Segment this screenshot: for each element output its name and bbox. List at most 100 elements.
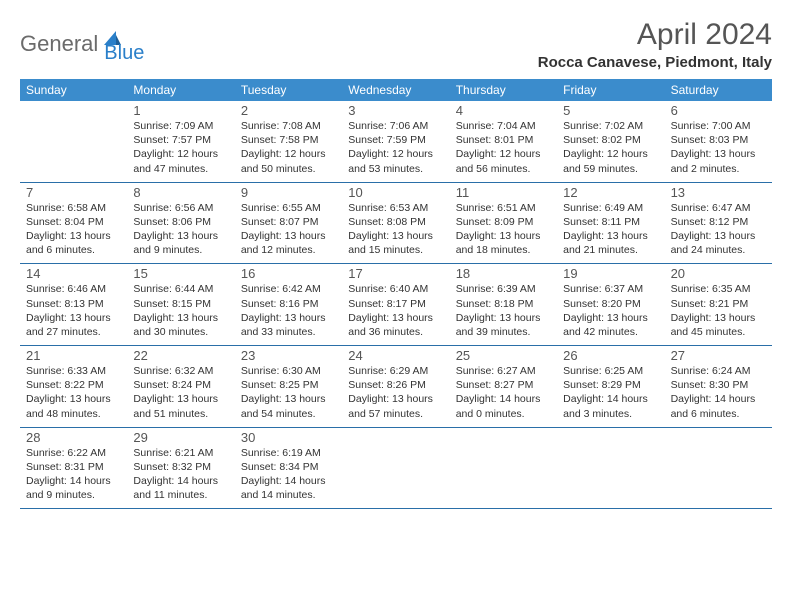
location-text: Rocca Canavese, Piedmont, Italy [538,54,772,71]
sunset-text: Sunset: 8:32 PM [133,460,228,474]
day-number: 8 [133,185,228,200]
sunset-text: Sunset: 8:12 PM [671,215,766,229]
sunrise-text: Sunrise: 6:27 AM [456,364,551,378]
day-number: 17 [348,266,443,281]
day-cell: 14Sunrise: 6:46 AMSunset: 8:13 PMDayligh… [20,264,127,345]
sunset-text: Sunset: 8:09 PM [456,215,551,229]
day-number: 5 [563,103,658,118]
sunset-text: Sunset: 8:30 PM [671,378,766,392]
daylight-text: Daylight: 13 hours and 6 minutes. [26,229,121,257]
sunset-text: Sunset: 7:59 PM [348,133,443,147]
sunrise-text: Sunrise: 6:35 AM [671,282,766,296]
month-title: April 2024 [538,18,772,52]
day-number: 1 [133,103,228,118]
sunset-text: Sunset: 8:16 PM [241,297,336,311]
day-number: 4 [456,103,551,118]
sunset-text: Sunset: 8:08 PM [348,215,443,229]
sunset-text: Sunset: 8:34 PM [241,460,336,474]
day-number: 3 [348,103,443,118]
sunrise-text: Sunrise: 6:51 AM [456,201,551,215]
day-cell: 4Sunrise: 7:04 AMSunset: 8:01 PMDaylight… [450,101,557,182]
day-number: 23 [241,348,336,363]
day-cell [342,428,449,509]
sunset-text: Sunset: 8:07 PM [241,215,336,229]
day-cell: 2Sunrise: 7:08 AMSunset: 7:58 PMDaylight… [235,101,342,182]
sunrise-text: Sunrise: 6:58 AM [26,201,121,215]
page-header: General Blue April 2024 Rocca Canavese, … [20,18,772,71]
day-cell: 23Sunrise: 6:30 AMSunset: 8:25 PMDayligh… [235,346,342,427]
sunrise-text: Sunrise: 6:39 AM [456,282,551,296]
day-cell: 19Sunrise: 6:37 AMSunset: 8:20 PMDayligh… [557,264,664,345]
weeks-container: 1Sunrise: 7:09 AMSunset: 7:57 PM Daylight… [20,101,772,509]
sunset-text: Sunset: 8:02 PM [563,133,658,147]
week-row: 28Sunrise: 6:22 AMSunset: 8:31 PMDayligh… [20,428,772,510]
daylight-text: Daylight: 13 hours and 54 minutes. [241,392,336,420]
day-number: 7 [26,185,121,200]
day-number: 10 [348,185,443,200]
week-row: 14Sunrise: 6:46 AMSunset: 8:13 PMDayligh… [20,264,772,346]
sunrise-text: Sunrise: 6:30 AM [241,364,336,378]
day-number: 26 [563,348,658,363]
daylight-text: Daylight: 13 hours and 21 minutes. [563,229,658,257]
sunrise-text: Sunrise: 7:09 AM [133,119,228,133]
daylight-text: Daylight: 14 hours and 9 minutes. [26,474,121,502]
sunrise-text: Sunrise: 7:04 AM [456,119,551,133]
sunrise-text: Sunrise: 6:37 AM [563,282,658,296]
day-cell: 15Sunrise: 6:44 AMSunset: 8:15 PMDayligh… [127,264,234,345]
sunset-text: Sunset: 8:03 PM [671,133,766,147]
sunrise-text: Sunrise: 6:33 AM [26,364,121,378]
sunset-text: Sunset: 8:31 PM [26,460,121,474]
day-number: 30 [241,430,336,445]
day-number: 29 [133,430,228,445]
calendar-grid: Sunday Monday Tuesday Wednesday Thursday… [20,79,772,509]
day-number: 22 [133,348,228,363]
sunrise-text: Sunrise: 6:24 AM [671,364,766,378]
sunset-text: Sunset: 8:17 PM [348,297,443,311]
day-cell [557,428,664,509]
week-row: 7Sunrise: 6:58 AMSunset: 8:04 PMDaylight… [20,183,772,265]
day-cell: 22Sunrise: 6:32 AMSunset: 8:24 PMDayligh… [127,346,234,427]
daylight-text: Daylight: 13 hours and 27 minutes. [26,311,121,339]
sunrise-text: Sunrise: 7:02 AM [563,119,658,133]
sunset-text: Sunset: 8:11 PM [563,215,658,229]
day-cell: 9Sunrise: 6:55 AMSunset: 8:07 PMDaylight… [235,183,342,264]
sunset-text: Sunset: 7:58 PM [241,133,336,147]
daylight-text: Daylight: 14 hours and 6 minutes. [671,392,766,420]
sunrise-text: Sunrise: 6:55 AM [241,201,336,215]
day-header-cell: Sunday [20,79,127,101]
sunset-text: Sunset: 8:13 PM [26,297,121,311]
day-cell: 30Sunrise: 6:19 AMSunset: 8:34 PMDayligh… [235,428,342,509]
sunrise-text: Sunrise: 6:21 AM [133,446,228,460]
day-number: 11 [456,185,551,200]
sunrise-text: Sunrise: 7:00 AM [671,119,766,133]
daylight-text: Daylight: 13 hours and 24 minutes. [671,229,766,257]
daylight-text: Daylight: 12 hours and 53 minutes. [348,147,443,175]
day-number: 6 [671,103,766,118]
daylight-text: Daylight: 12 hours and 50 minutes. [241,147,336,175]
daylight-text: Daylight: 13 hours and 45 minutes. [671,311,766,339]
sunset-text: Sunset: 8:18 PM [456,297,551,311]
sunrise-text: Sunrise: 6:56 AM [133,201,228,215]
day-cell [20,101,127,182]
daylight-text: Daylight: 13 hours and 15 minutes. [348,229,443,257]
day-cell: 11Sunrise: 6:51 AMSunset: 8:09 PMDayligh… [450,183,557,264]
day-number: 18 [456,266,551,281]
day-cell: 8Sunrise: 6:56 AMSunset: 8:06 PMDaylight… [127,183,234,264]
day-number: 19 [563,266,658,281]
daylight-text: Daylight: 13 hours and 18 minutes. [456,229,551,257]
day-cell: 16Sunrise: 6:42 AMSunset: 8:16 PMDayligh… [235,264,342,345]
sunset-text: Sunset: 7:57 PM [133,133,228,147]
title-block: April 2024 Rocca Canavese, Piedmont, Ita… [538,18,772,71]
daylight-text: Daylight: 12 hours and 56 minutes. [456,147,551,175]
day-cell: 7Sunrise: 6:58 AMSunset: 8:04 PMDaylight… [20,183,127,264]
day-cell: 28Sunrise: 6:22 AMSunset: 8:31 PMDayligh… [20,428,127,509]
day-cell: 25Sunrise: 6:27 AMSunset: 8:27 PMDayligh… [450,346,557,427]
sunset-text: Sunset: 8:29 PM [563,378,658,392]
day-header-row: Sunday Monday Tuesday Wednesday Thursday… [20,79,772,101]
sunset-text: Sunset: 8:06 PM [133,215,228,229]
day-cell: 26Sunrise: 6:25 AMSunset: 8:29 PMDayligh… [557,346,664,427]
day-cell: 12Sunrise: 6:49 AMSunset: 8:11 PMDayligh… [557,183,664,264]
day-cell: 17Sunrise: 6:40 AMSunset: 8:17 PMDayligh… [342,264,449,345]
brand-logo: General Blue [20,22,144,65]
day-cell: 1Sunrise: 7:09 AMSunset: 7:57 PMDaylight… [127,101,234,182]
